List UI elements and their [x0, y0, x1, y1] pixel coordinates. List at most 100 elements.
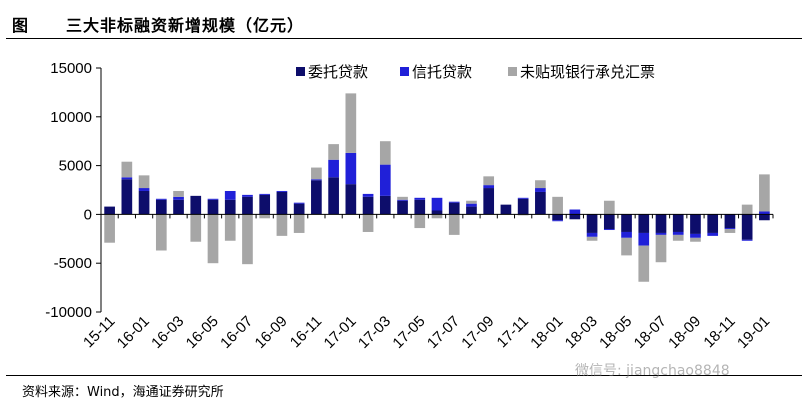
source-note: 资料来源：Wind，海通证券研究所 — [22, 385, 224, 400]
bar-16-09-s1 — [276, 190, 288, 192]
bar-16-07-s0 — [242, 196, 253, 215]
bar-17-02-s0 — [362, 196, 374, 215]
legend-label: 信托贷款 — [412, 63, 472, 81]
bar-16-06-s0 — [224, 199, 236, 215]
bar-18-04-s0 — [603, 214, 615, 230]
x-tick-label: 16-11 — [287, 313, 325, 351]
bar-17-05-s0 — [414, 199, 426, 215]
x-tick-label: 17-05 — [389, 313, 428, 352]
x-tick-label: 17-09 — [458, 313, 497, 352]
bar-18-09-s1 — [690, 233, 701, 238]
bar-16-01-s1 — [138, 188, 150, 191]
bar-18-10-s0 — [707, 214, 719, 233]
bar-19-01-s1 — [759, 211, 770, 215]
bar-16-04-s0 — [190, 195, 202, 215]
bar-16-02-s1 — [155, 198, 167, 200]
bar-16-12-s0 — [328, 177, 339, 215]
bar-18-06-s1 — [638, 232, 650, 246]
bar-16-09-s2 — [276, 214, 288, 236]
bar-16-05-s2 — [207, 214, 219, 264]
bar-16-03-s1 — [173, 196, 184, 200]
bar-18-07-s1 — [655, 232, 667, 235]
y-tick-label: -10000 — [45, 304, 92, 321]
legend-label: 委托贷款 — [308, 63, 368, 81]
legend-label: 未贴现银行承兑汇票 — [520, 63, 655, 81]
bar-17-03-s2 — [379, 141, 391, 165]
bar-16-10-s1 — [293, 202, 305, 204]
bar-series-group — [104, 93, 770, 282]
bar-19-01-s0 — [759, 214, 770, 221]
bar-17-08-s1 — [466, 203, 477, 207]
bar-17-03-s0 — [379, 195, 391, 215]
bar-15-12-s0 — [121, 179, 133, 215]
x-tick-label: 16-03 — [148, 313, 187, 352]
bar-16-06-s2 — [224, 214, 236, 241]
x-tick-label: 16-07 — [217, 313, 256, 352]
bar-17-01-s1 — [345, 152, 357, 185]
bar-16-05-s0 — [207, 199, 219, 215]
bar-16-02-s0 — [155, 199, 167, 215]
bar-15-12-s1 — [121, 177, 133, 180]
x-tick-label: 17-01 — [321, 313, 360, 352]
bar-18-07-s0 — [655, 214, 667, 233]
bar-16-03-s2 — [173, 190, 184, 197]
legend-swatch — [508, 67, 517, 76]
x-tick-label: 16-05 — [183, 313, 222, 352]
x-tick-label: 17-11 — [494, 313, 532, 351]
bar-16-08-s1 — [259, 193, 271, 195]
bar-17-09-s0 — [483, 188, 495, 215]
bar-16-11-s2 — [311, 167, 322, 180]
bar-18-03-s2 — [586, 236, 598, 241]
bar-17-06-s2 — [431, 214, 443, 219]
bar-17-05-s1 — [414, 197, 426, 200]
bar-18-01-s0 — [552, 214, 563, 221]
bar-18-05-s2 — [621, 237, 632, 256]
bar-18-12-s1 — [741, 239, 753, 241]
bar-17-07-s0 — [448, 202, 460, 215]
bar-16-11-s0 — [311, 180, 322, 215]
bar-18-12-s2 — [741, 204, 753, 215]
bar-17-08-s0 — [466, 206, 477, 215]
bar-18-09-s0 — [690, 214, 701, 234]
bar-18-07-s2 — [655, 234, 667, 263]
bar-17-07-s2 — [448, 214, 460, 235]
bar-17-05-s2 — [414, 214, 426, 229]
bar-17-12-s0 — [535, 191, 546, 215]
bar-18-02-s0 — [569, 214, 581, 220]
chart-title: 三大非标融资新增规模（亿元） — [66, 16, 305, 35]
legend-swatch — [400, 67, 409, 76]
bar-16-08-s0 — [259, 194, 271, 215]
bar-18-05-s1 — [621, 231, 632, 238]
bar-17-09-s1 — [483, 185, 495, 189]
bar-18-01-s2 — [552, 196, 563, 215]
y-tick-label: 10000 — [50, 109, 92, 126]
x-tick-label: 17-03 — [355, 313, 394, 352]
x-tick-label: 16-01 — [114, 313, 153, 352]
bar-16-09-s0 — [276, 191, 288, 215]
bar-18-01-s1 — [552, 220, 563, 222]
bar-17-02-s2 — [362, 214, 374, 232]
y-tick-label: 15000 — [50, 60, 92, 77]
bar-18-12-s0 — [741, 214, 753, 240]
bar-17-02-s1 — [362, 193, 374, 197]
bar-16-06-s1 — [224, 190, 236, 200]
x-tick-label: 18-07 — [631, 313, 670, 352]
bar-18-09-s2 — [690, 237, 701, 242]
bar-17-04-s2 — [397, 196, 408, 200]
bar-15-12-s2 — [121, 161, 133, 178]
x-tick-label: 19-01 — [734, 313, 773, 352]
bar-15-11-s2 — [104, 214, 115, 243]
bar-16-07-s1 — [242, 194, 253, 197]
x-axis: 15-1116-0116-0316-0516-0716-0916-1117-01… — [80, 213, 774, 352]
bar-18-06-s0 — [638, 214, 650, 233]
figure-header: 图 三大非标融资新增规模（亿元） — [0, 0, 809, 40]
x-tick-label: 18-09 — [665, 313, 704, 352]
bar-17-08-s2 — [466, 200, 477, 204]
bar-16-12-s1 — [328, 159, 339, 178]
bar-17-04-s1 — [397, 199, 408, 201]
x-tick-label: 17-07 — [424, 313, 463, 352]
bar-18-06-s2 — [638, 245, 650, 282]
bar-17-04-s0 — [397, 200, 408, 215]
y-axis: 15000 10000 5000 0 -5000 -10000 — [45, 60, 102, 321]
x-tick-label: 18-11 — [700, 313, 738, 351]
